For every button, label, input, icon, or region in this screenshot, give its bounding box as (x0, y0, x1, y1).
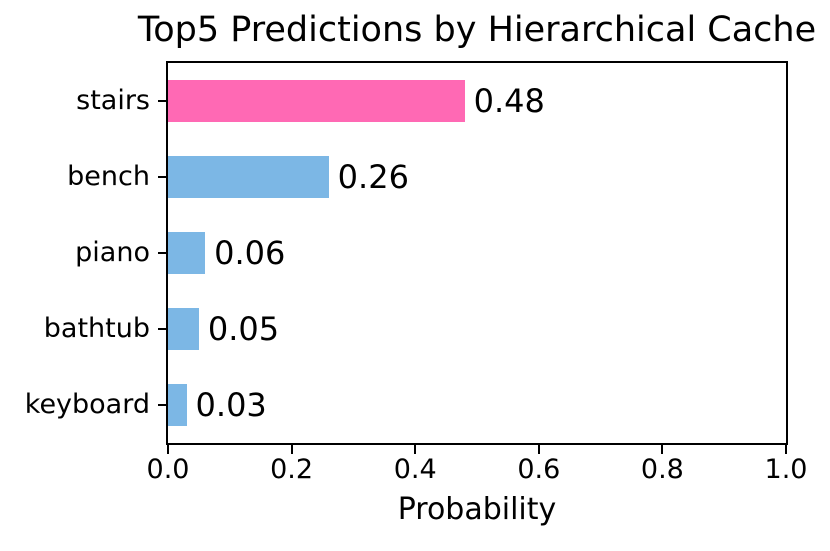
y-tick-label: bathtub (43, 313, 150, 344)
bar-stairs (168, 80, 465, 122)
y-tick-label: keyboard (24, 389, 150, 420)
x-tick-label: 0.4 (393, 454, 437, 485)
bar-value-label: 0.06 (214, 234, 286, 272)
y-tick-mark (158, 176, 166, 178)
chart-title: Top5 Predictions by Hierarchical Cache (137, 10, 817, 50)
x-tick-label: 0.0 (146, 454, 190, 485)
y-tick-label: stairs (76, 85, 150, 116)
y-tick-label: piano (75, 237, 150, 268)
y-tick-mark (158, 328, 166, 330)
x-tick-mark (537, 445, 540, 454)
x-tick-mark (290, 445, 293, 454)
x-axis-label: Probability (397, 492, 557, 527)
bar-value-label: 0.48 (473, 82, 545, 120)
y-axis-labels: stairs bench piano bathtub keyboard (0, 63, 150, 443)
y-tick-mark (158, 100, 166, 102)
y-tick-mark (158, 404, 166, 406)
x-tick-label: 0.6 (517, 454, 561, 485)
bar-value-label: 0.05 (207, 310, 280, 348)
x-tick-mark (661, 445, 664, 454)
x-tick-mark (167, 445, 169, 454)
x-tick-label: 1.0 (764, 454, 808, 485)
x-tick-label: 0.2 (270, 454, 314, 485)
bar-bathtub (168, 308, 199, 350)
y-tick-label: bench (67, 161, 150, 192)
bar-value-label: 0.26 (337, 158, 409, 196)
x-tick-mark (785, 445, 787, 454)
bar-piano (168, 232, 206, 274)
plot-area: 0.48 0.26 0.06 0.05 0.03 (166, 61, 788, 445)
x-tick-label: 0.8 (640, 454, 684, 485)
x-tick-mark (414, 445, 417, 454)
bar-keyboard (168, 384, 187, 426)
bar-value-label: 0.03 (195, 386, 267, 424)
bar-bench (168, 156, 329, 198)
y-tick-mark (158, 252, 166, 254)
